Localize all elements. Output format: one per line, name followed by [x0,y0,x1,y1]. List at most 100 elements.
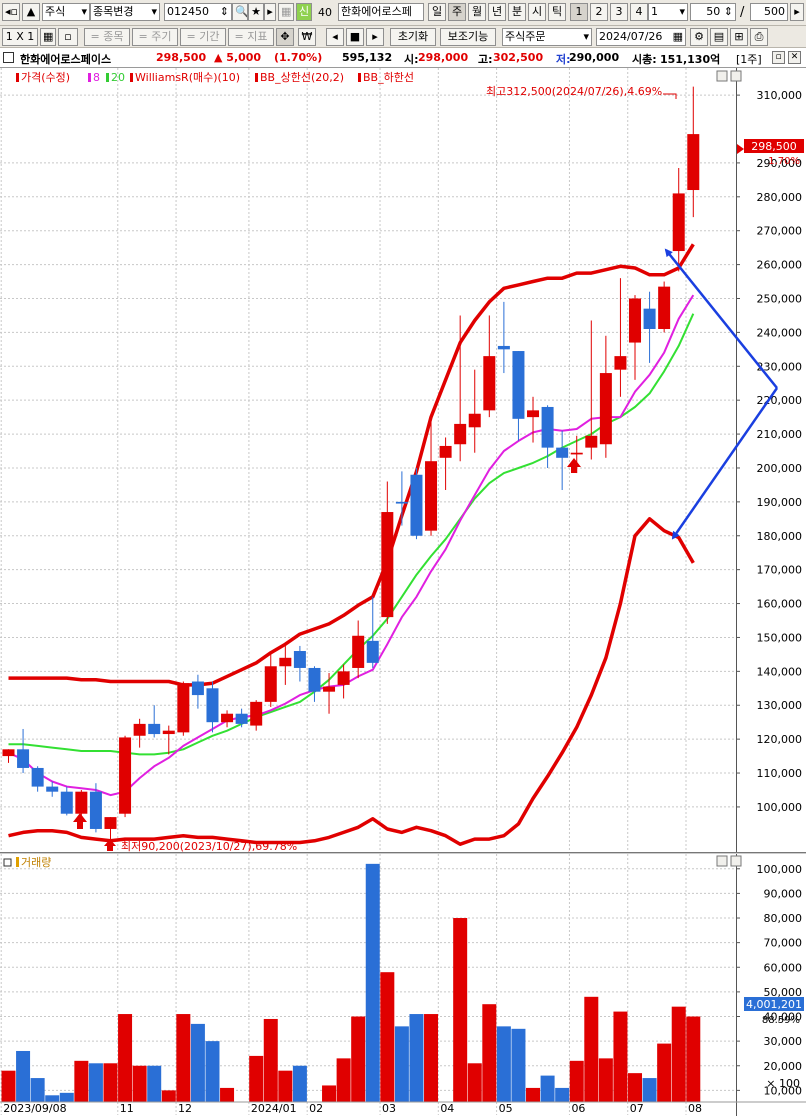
tab-hour[interactable]: 시 [528,3,546,21]
price-pointer-icon [737,144,744,154]
legend-williams-swatch [130,73,133,82]
price-tick-label: 110,000 [757,767,803,780]
candle-body [643,308,656,329]
volume-panel-checkbox[interactable] [3,858,12,867]
play-icon[interactable]: ▸ [366,28,384,46]
rewind-icon[interactable]: ◂ [326,28,344,46]
candle-body [497,345,510,350]
chart-background [0,68,806,1116]
star-icon[interactable]: ★ [248,3,264,21]
volume-bar [322,1085,337,1102]
volume-tick-label: 100,000 [757,863,803,876]
export-icon[interactable]: ⊞ [730,28,748,46]
buy-signal-icon [567,458,581,473]
reset-button[interactable]: 초기화 [390,28,436,46]
panel-minimize-icon[interactable] [716,70,728,82]
tab-week[interactable]: 주 [448,3,466,21]
order-select[interactable]: 주식주문 ▾ [502,28,592,46]
legend-volume-swatch [16,857,19,867]
tab-year[interactable]: 년 [488,3,506,21]
price-tick-label: 290,000 [757,157,803,170]
single-layout-icon[interactable]: ▫ [58,28,78,46]
candle-body [104,817,117,829]
period-input[interactable]: 1 ▾ [648,3,688,21]
change-stock-select[interactable]: 종목변경 ▾ [90,3,160,21]
legend-ma20-swatch [106,73,109,82]
num-3-button[interactable]: 3 [610,3,628,21]
collapse-icon[interactable]: ▲ [22,3,40,21]
date-input[interactable]: 2024/07/26 ▦ [596,28,686,46]
candle-body [395,501,408,504]
volume-bar [336,1058,351,1102]
candle-body [235,713,248,724]
candle-body [439,445,452,458]
current-price-box [744,139,804,153]
candle-body [191,681,204,696]
panel-close-icon[interactable] [730,70,742,82]
price-tick-label: 120,000 [757,733,803,746]
legend-ma20: 20 [111,71,125,84]
candlesticks [2,86,700,841]
arrow-right-icon[interactable]: ▸ [264,3,276,21]
tab-minute[interactable]: 분 [508,3,526,21]
stock-chart[interactable]: 100,000 110,000 120,000 130,000 140,000 150,0… [0,68,806,1116]
volume-bar [292,1065,307,1102]
legend-price-swatch [16,73,19,82]
candle-body [410,474,423,536]
num-1-button[interactable]: 1 [570,3,588,21]
period-sync-button[interactable]: = 주기 [132,28,178,46]
stock-code-input[interactable]: 012450 ⇕ [164,3,232,21]
volume-bar [409,1014,424,1102]
high-label: 고: [478,53,493,66]
candle-body [119,737,132,814]
search-icon[interactable]: 🔍 [232,3,248,21]
volume-bar [365,863,380,1102]
range-sync-button[interactable]: = 기간 [180,28,226,46]
price-legend: 가격(수정) 8 20 WilliamsR(매수)(10) BB_상한선(20,… [16,70,414,84]
print-icon[interactable]: ⎙ [750,28,768,46]
volume-unit-label: × 100 [766,1077,800,1090]
volume-legend: 거래량 [16,856,51,869]
assist-button[interactable]: 보조기능 [440,28,496,46]
bb-lower-line [8,517,695,846]
indicator-sync-button[interactable]: = 지표 [228,28,274,46]
gear-icon[interactable]: ⚙ [690,28,708,46]
scroll-right-icon[interactable]: ▸ [790,3,804,21]
select-checkbox[interactable] [3,52,14,63]
currency-icon[interactable]: ₩ [298,28,316,46]
minimize-icon[interactable]: ▫ [772,51,785,64]
legend-bb-lower-swatch [358,73,361,82]
x-tick-label: 07 [630,1102,644,1115]
open-price: 298,000 [418,51,469,64]
legend-bb-upper-swatch [255,73,258,82]
stock-sync-button[interactable]: = 종목 [84,28,130,46]
link-icon[interactable]: ◂▫ [2,3,20,21]
tab-month[interactable]: 월 [468,3,486,21]
crosshair-icon[interactable]: ✥ [276,28,294,46]
candle-body [468,413,481,428]
current-volume-box-label: 4,001,201 [746,998,802,1011]
volume-tick-label: 90,000 [764,887,803,900]
tab-tick[interactable]: 틱 [548,3,566,21]
num-2-button[interactable]: 2 [590,3,608,21]
stop-icon[interactable]: ■ [346,28,364,46]
count-input[interactable]: 50 ⇕ [690,3,736,21]
spreadsheet-icon[interactable]: ▤ [710,28,728,46]
layout-button[interactable]: 1 X 1 [2,28,38,46]
candle-body [658,286,671,329]
market-select[interactable]: 주식 ▾ [42,3,90,21]
volume-minimize-icon[interactable] [716,855,728,867]
grid-layout-icon[interactable]: ▦ [40,28,56,46]
candle-body [556,447,569,458]
chevron-down-icon: ▾ [151,5,157,18]
tab-day[interactable]: 일 [428,3,446,21]
candle-body [89,791,102,829]
volume-close-icon[interactable] [730,855,742,867]
total-input[interactable]: 500 [750,3,788,21]
num-4-button[interactable]: 4 [630,3,648,21]
close-icon[interactable]: ✕ [788,51,801,64]
price-tick-label: 280,000 [757,191,803,204]
candle-body [599,373,612,445]
legend-price: 가격(수정) [21,71,70,84]
grid-icon[interactable]: ▦ [278,3,294,21]
